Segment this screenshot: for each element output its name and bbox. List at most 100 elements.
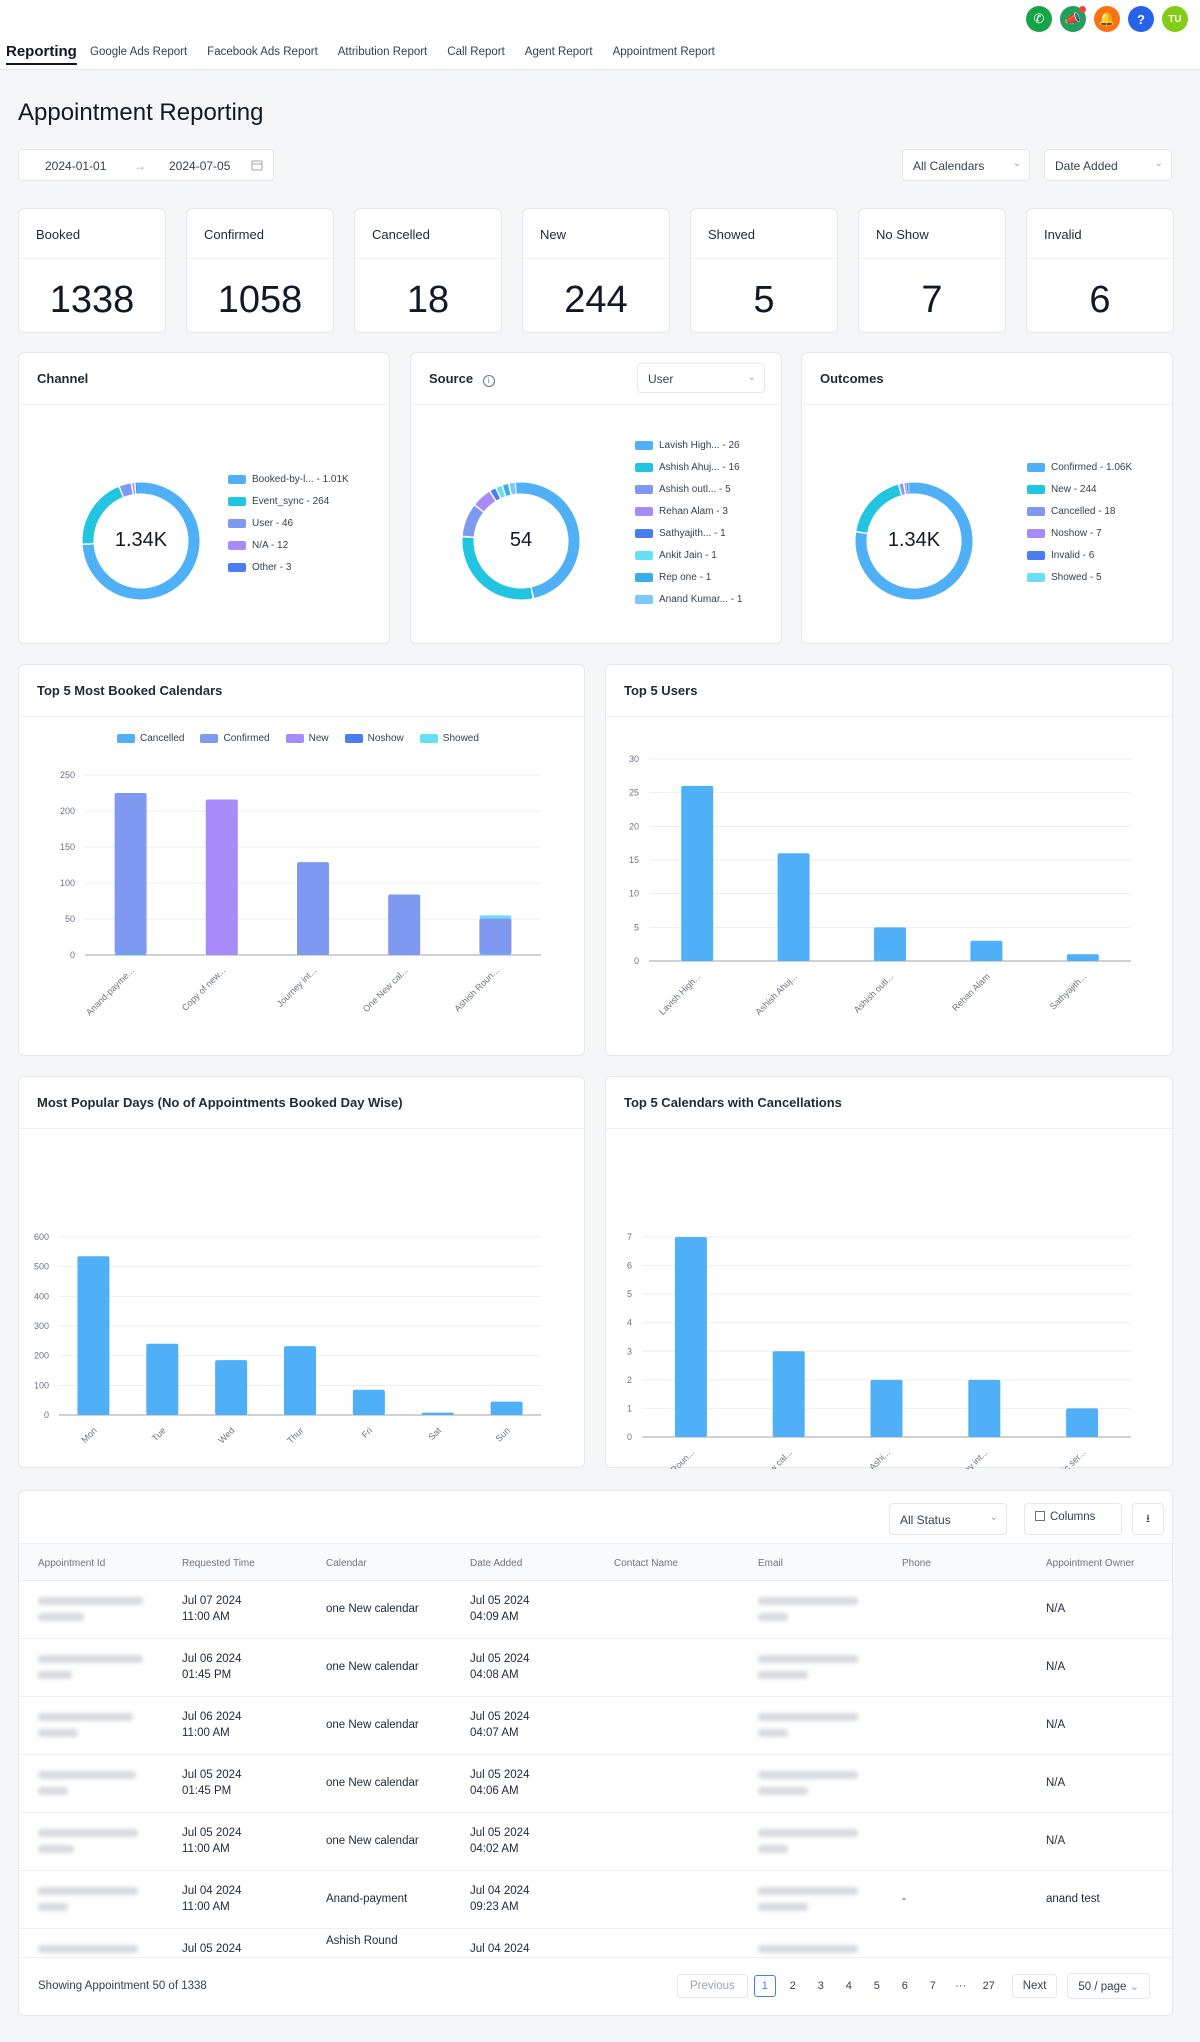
previous-page-button[interactable]: Previous [677,1974,748,1998]
bar[interactable] [777,853,810,961]
bar[interactable] [352,1389,385,1415]
donut-slice[interactable] [855,482,973,600]
source-donut[interactable] [441,461,601,621]
next-page-button[interactable]: Next [1011,1974,1058,1998]
legend-item[interactable]: Booked-by-l... - 1.01K [228,468,349,490]
help-icon[interactable]: ? [1128,6,1154,32]
col-phone[interactable]: Phone [902,1558,931,1569]
stat-card-no-show[interactable]: No Show 7 [858,208,1006,333]
bar-new[interactable] [205,799,238,955]
tab-attribution-report[interactable]: Attribution Report [337,46,428,58]
columns-button[interactable]: Columns [1024,1503,1122,1535]
stat-card-new[interactable]: New 244 [522,208,670,333]
tab-agent-report[interactable]: Agent Report [524,46,593,58]
bar[interactable] [772,1351,805,1437]
bar[interactable] [146,1343,179,1415]
bar[interactable] [870,1379,903,1437]
legend-item[interactable]: Cancelled - 18 [1027,500,1132,522]
legend-item[interactable]: New [285,733,329,744]
legend-item[interactable]: Ashish outl... - 5 [635,478,742,500]
tab-appointment-report[interactable]: Appointment Report [612,46,715,58]
legend-item[interactable]: New - 244 [1027,478,1132,500]
page-6[interactable]: 6 [901,1980,908,1992]
bar-cancelled[interactable] [479,954,512,956]
legend-item[interactable]: Sathyajith... - 1 [635,522,742,544]
legend-item[interactable]: Event_sync - 264 [228,490,349,512]
legend-item[interactable]: Rep one - 1 [635,566,742,588]
legend-item[interactable]: Anand Kumar... - 1 [635,588,742,610]
bar[interactable] [490,1401,523,1415]
col-contact-name[interactable]: Contact Name [614,1558,678,1569]
info-icon[interactable]: i [482,375,495,387]
bell-icon[interactable]: 🔔 [1094,6,1120,32]
table-row[interactable]: Jul 06 2024 01:45 PM one New calendar Jul 0… [19,1639,1172,1697]
user-avatar[interactable]: TU [1162,6,1188,32]
start-date[interactable]: 2024-01-01 [45,159,107,173]
legend-item[interactable]: Noshow [344,733,404,744]
page-7[interactable]: 7 [929,1980,936,1992]
legend-item[interactable]: Other - 3 [228,556,349,578]
stat-card-invalid[interactable]: Invalid 6 [1026,208,1174,333]
page-size-select[interactable]: 50 / page ⌄ [1067,1973,1151,1999]
source-filter-select[interactable]: User ⌄ [637,363,765,393]
table-row[interactable]: Jul 06 2024 11:00 AM one New calendar Jul 0… [19,1697,1172,1755]
status-filter-select[interactable]: All Status ⌄ [889,1503,1007,1535]
bar[interactable] [1066,1408,1099,1437]
legend-item[interactable]: Noshow - 7 [1027,522,1132,544]
table-row[interactable]: Jul 07 2024 11:00 AM one New calendar Jul 0… [19,1581,1172,1639]
legend-item[interactable]: Invalid - 6 [1027,544,1132,566]
donut-slice[interactable] [462,482,580,600]
legend-item[interactable]: Confirmed - 1.06K [1027,456,1132,478]
stat-card-showed[interactable]: Showed 5 [690,208,838,333]
megaphone-icon[interactable]: 📣 [1060,6,1086,32]
bar[interactable] [674,1237,707,1437]
col-requested-time[interactable]: Requested Time [182,1558,255,1569]
legend-item[interactable]: Cancelled [117,733,184,744]
bar-confirmed[interactable] [297,862,329,955]
bar[interactable] [1066,954,1099,961]
nav-brand[interactable]: Reporting [6,43,77,65]
col-appointment-id[interactable]: Appointment Id [38,1558,106,1569]
bar[interactable] [681,785,714,961]
legend-item[interactable]: Lavish High... - 26 [635,434,742,456]
bar-confirmed[interactable] [388,894,421,955]
page-3[interactable]: 3 [817,1980,824,1992]
page-1[interactable]: 1 [753,1975,776,1997]
bar[interactable] [874,927,906,961]
tab-call-report[interactable]: Call Report [447,46,505,58]
legend-item[interactable]: Rehan Alam - 3 [635,500,742,522]
col-calendar[interactable]: Calendar [326,1558,367,1569]
table-row[interactable]: Jul 04 2024 11:00 AM Anand-payment Jul 04 2… [19,1871,1172,1929]
bar-showed[interactable] [479,915,512,919]
phone-icon[interactable]: ✆ [1026,6,1052,32]
page-5[interactable]: 5 [873,1980,880,1992]
bar-confirmed[interactable] [479,918,512,955]
legend-item[interactable]: Confirmed [200,733,270,744]
table-row[interactable]: Jul 05 2024 11:00 AM one New calendar Jul 0… [19,1813,1172,1871]
end-date[interactable]: 2024-07-05 [169,159,231,173]
legend-item[interactable]: Ankit Jain - 1 [635,544,742,566]
channel-donut[interactable] [61,461,221,621]
col-date-added[interactable]: Date Added [470,1558,523,1569]
legend-item[interactable]: User - 46 [228,512,349,534]
page-ellipsis[interactable]: ··· [955,1980,967,1992]
bar[interactable] [968,1379,1001,1437]
donut-slice[interactable] [82,482,200,600]
bar[interactable] [970,940,1003,961]
tab-facebook-ads-report[interactable]: Facebook Ads Report [207,46,318,58]
legend-item[interactable]: Showed - 5 [1027,566,1132,588]
col-email[interactable]: Email [758,1558,784,1569]
bar-confirmed[interactable] [114,793,147,954]
bar[interactable] [77,1256,110,1415]
outcomes-donut[interactable] [834,461,994,621]
bar[interactable] [284,1346,316,1415]
stat-card-cancelled[interactable]: Cancelled 18 [354,208,502,333]
bar-cancelled[interactable] [114,953,147,955]
page-4[interactable]: 4 [845,1980,852,1992]
bar[interactable] [421,1412,454,1415]
bar[interactable] [215,1360,248,1415]
page-27[interactable]: 27 [982,1980,995,1992]
calendars-select[interactable]: All Calendars ⌄ [902,149,1030,181]
download-button[interactable]: ⭳ [1132,1503,1164,1535]
tab-google-ads-report[interactable]: Google Ads Report [90,46,188,58]
